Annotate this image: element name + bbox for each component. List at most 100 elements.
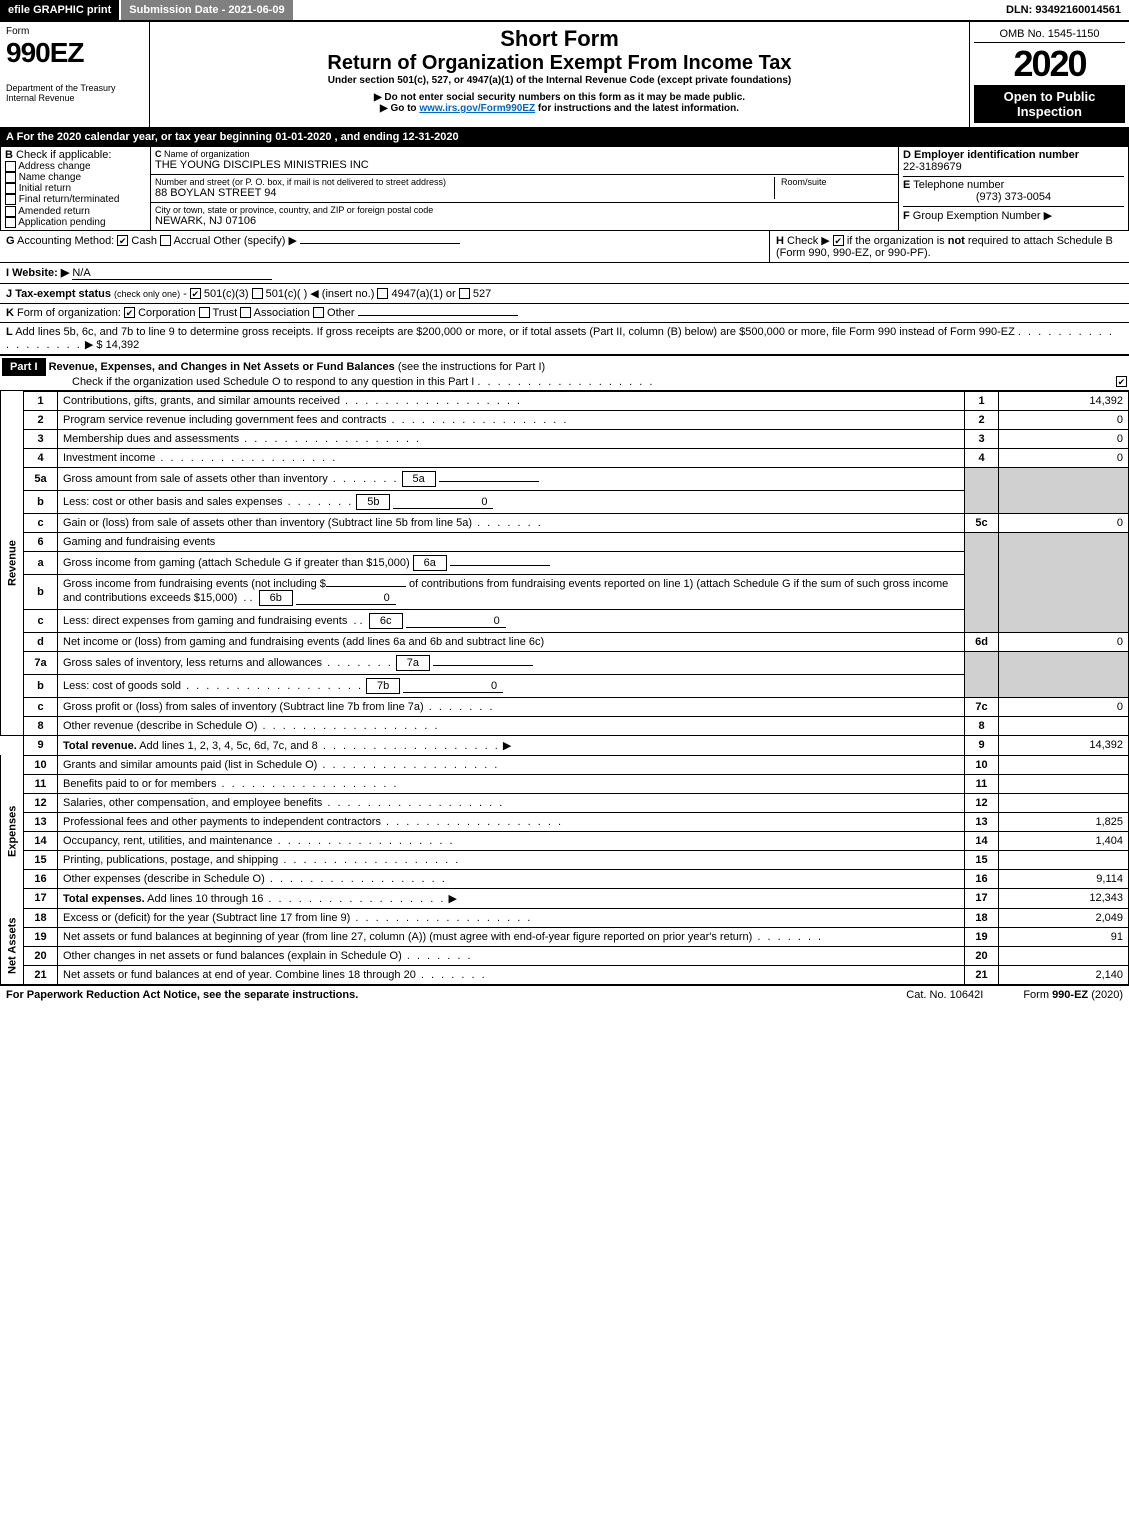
line-j: J Tax-exempt status (check only one) - 5… [0, 284, 1129, 304]
return-title: Return of Organization Exempt From Incom… [158, 52, 961, 75]
line-15-text: Printing, publications, postage, and shi… [58, 850, 965, 869]
b-opt-name[interactable]: Name change [5, 172, 146, 183]
line-k: K Form of organization: Corporation Trus… [0, 304, 1129, 323]
j-4947-checkbox[interactable] [377, 288, 388, 299]
line-6b-sub: 0 [296, 592, 396, 605]
line-13-text: Professional fees and other payments to … [58, 812, 965, 831]
line-6c-sub: 0 [406, 615, 506, 628]
line-6b-text: Gross income from fundraising events (no… [58, 574, 965, 609]
k-other-checkbox[interactable] [313, 307, 324, 318]
line-5b-sub: 0 [393, 496, 493, 509]
line-7b-sub: 0 [403, 680, 503, 693]
ein-value: 22-3189679 [903, 161, 1124, 173]
street-address: 88 BOYLAN STREET 94 [155, 187, 774, 199]
line-19-text: Net assets or fund balances at beginning… [58, 927, 965, 946]
b-opt-initial[interactable]: Initial return [5, 183, 146, 194]
b-opt-final[interactable]: Final return/terminated [5, 194, 146, 205]
g-cash-checkbox[interactable] [117, 235, 128, 246]
line-l: L Add lines 5b, 6c, and 7b to line 9 to … [0, 323, 1129, 355]
line-6-text: Gaming and fundraising events [58, 532, 965, 551]
line-2-amount: 0 [999, 410, 1129, 429]
line-i: I Website: ▶ N/A [0, 263, 1129, 284]
part-i-tag: Part I [2, 358, 46, 376]
line-6a-text: Gross income from gaming (attach Schedul… [58, 551, 965, 574]
goto-line: ▶ Go to www.irs.gov/Form990EZ for instru… [158, 103, 961, 114]
ssn-warning: ▶ Do not enter social security numbers o… [158, 92, 961, 103]
k-trust-checkbox[interactable] [199, 307, 210, 318]
efile-print-button[interactable]: efile GRAPHIC print [0, 0, 119, 20]
phone-value: (973) 373-0054 [903, 191, 1124, 203]
header-right: OMB No. 1545-1150 2020 Open to Public In… [969, 22, 1129, 127]
form-header: Form 990EZ Department of the Treasury In… [0, 22, 1129, 128]
b-opt-address[interactable]: Address change [5, 161, 146, 172]
j-501c3-checkbox[interactable] [190, 288, 201, 299]
line-12-text: Salaries, other compensation, and employ… [58, 793, 965, 812]
website-value: N/A [72, 267, 272, 280]
org-name: THE YOUNG DISCIPLES MINISTRIES INC [155, 159, 894, 171]
line-15-amount [999, 850, 1129, 869]
line-10-amount [999, 755, 1129, 774]
line-16-text: Other expenses (describe in Schedule O) [58, 869, 965, 888]
line-6d-amount: 0 [999, 632, 1129, 651]
j-501c-checkbox[interactable] [252, 288, 263, 299]
line-14-amount: 1,404 [999, 831, 1129, 850]
net-assets-label: Net Assets [1, 908, 24, 984]
line-9-text: Total revenue. Add lines 1, 2, 3, 4, 5c,… [58, 735, 965, 755]
line-16-amount: 9,114 [999, 869, 1129, 888]
line-21-text: Net assets or fund balances at end of ye… [58, 965, 965, 984]
dept-label: Department of the Treasury [6, 83, 143, 93]
line-11-text: Benefits paid to or for members [58, 774, 965, 793]
line-11-amount [999, 774, 1129, 793]
line-10-text: Grants and similar amounts paid (list in… [58, 755, 965, 774]
tax-year: 2020 [974, 43, 1125, 85]
dln-number: DLN: 93492160014561 [998, 0, 1129, 20]
line-17-amount: 12,343 [999, 888, 1129, 908]
form-number: 990EZ [6, 37, 143, 69]
part-i-schedule-o-checkbox[interactable] [1116, 376, 1127, 387]
omb-number: OMB No. 1545-1150 [974, 26, 1125, 43]
revenue-label: Revenue [1, 391, 24, 735]
g-accrual-checkbox[interactable] [160, 235, 171, 246]
entity-info-table: B Check if applicable: Address change Na… [0, 146, 1129, 231]
line-1-nc: 1 [965, 391, 999, 410]
line-20-amount [999, 946, 1129, 965]
b-label: Check if applicable: [16, 149, 111, 161]
line-6d-text: Net income or (loss) from gaming and fun… [58, 632, 965, 651]
line-5b-text: Less: cost or other basis and sales expe… [58, 490, 965, 513]
line-4-amount: 0 [999, 448, 1129, 467]
gross-receipts-value: 14,392 [106, 339, 140, 351]
k-assoc-checkbox[interactable] [240, 307, 251, 318]
submission-date: Submission Date - 2021-06-09 [121, 0, 292, 20]
h-checkbox[interactable] [833, 235, 844, 246]
line-7b-text: Less: cost of goods sold 7b 0 [58, 674, 965, 697]
line-8-text: Other revenue (describe in Schedule O) [58, 716, 965, 735]
city-state-zip: NEWARK, NJ 07106 [155, 215, 894, 227]
expenses-label: Expenses [1, 755, 24, 908]
under-section: Under section 501(c), 527, or 4947(a)(1)… [158, 75, 961, 86]
form-word: Form [6, 26, 143, 37]
line-a-text: For the 2020 calendar year, or tax year … [17, 131, 459, 143]
line-7c-amount: 0 [999, 697, 1129, 716]
line-4-text: Investment income [58, 448, 965, 467]
line-7a-text: Gross sales of inventory, less returns a… [58, 651, 965, 674]
line-9-amount: 14,392 [999, 735, 1129, 755]
line-2-text: Program service revenue including govern… [58, 410, 965, 429]
line-5a-sub [439, 481, 539, 482]
section-def: D Employer identification number 22-3189… [899, 147, 1129, 231]
line-18-amount: 2,049 [999, 908, 1129, 927]
line-1-amount: 14,392 [999, 391, 1129, 410]
line-5a-text: Gross amount from sale of assets other t… [58, 467, 965, 490]
k-corp-checkbox[interactable] [124, 307, 135, 318]
line-a-tax-year: A For the 2020 calendar year, or tax yea… [0, 128, 1129, 146]
line-6a-sub [450, 565, 550, 566]
j-527-checkbox[interactable] [459, 288, 470, 299]
line-8-amount [999, 716, 1129, 735]
line-14-text: Occupancy, rent, utilities, and maintena… [58, 831, 965, 850]
b-opt-pending[interactable]: Application pending [5, 217, 146, 228]
line-5c-text: Gain or (loss) from sale of assets other… [58, 513, 965, 532]
line-6c-text: Less: direct expenses from gaming and fu… [58, 609, 965, 632]
b-opt-amended[interactable]: Amended return [5, 206, 146, 217]
top-bar: efile GRAPHIC print Submission Date - 20… [0, 0, 1129, 22]
financial-lines-table: Revenue 1 Contributions, gifts, grants, … [0, 391, 1129, 985]
irs-link[interactable]: www.irs.gov/Form990EZ [419, 103, 535, 114]
